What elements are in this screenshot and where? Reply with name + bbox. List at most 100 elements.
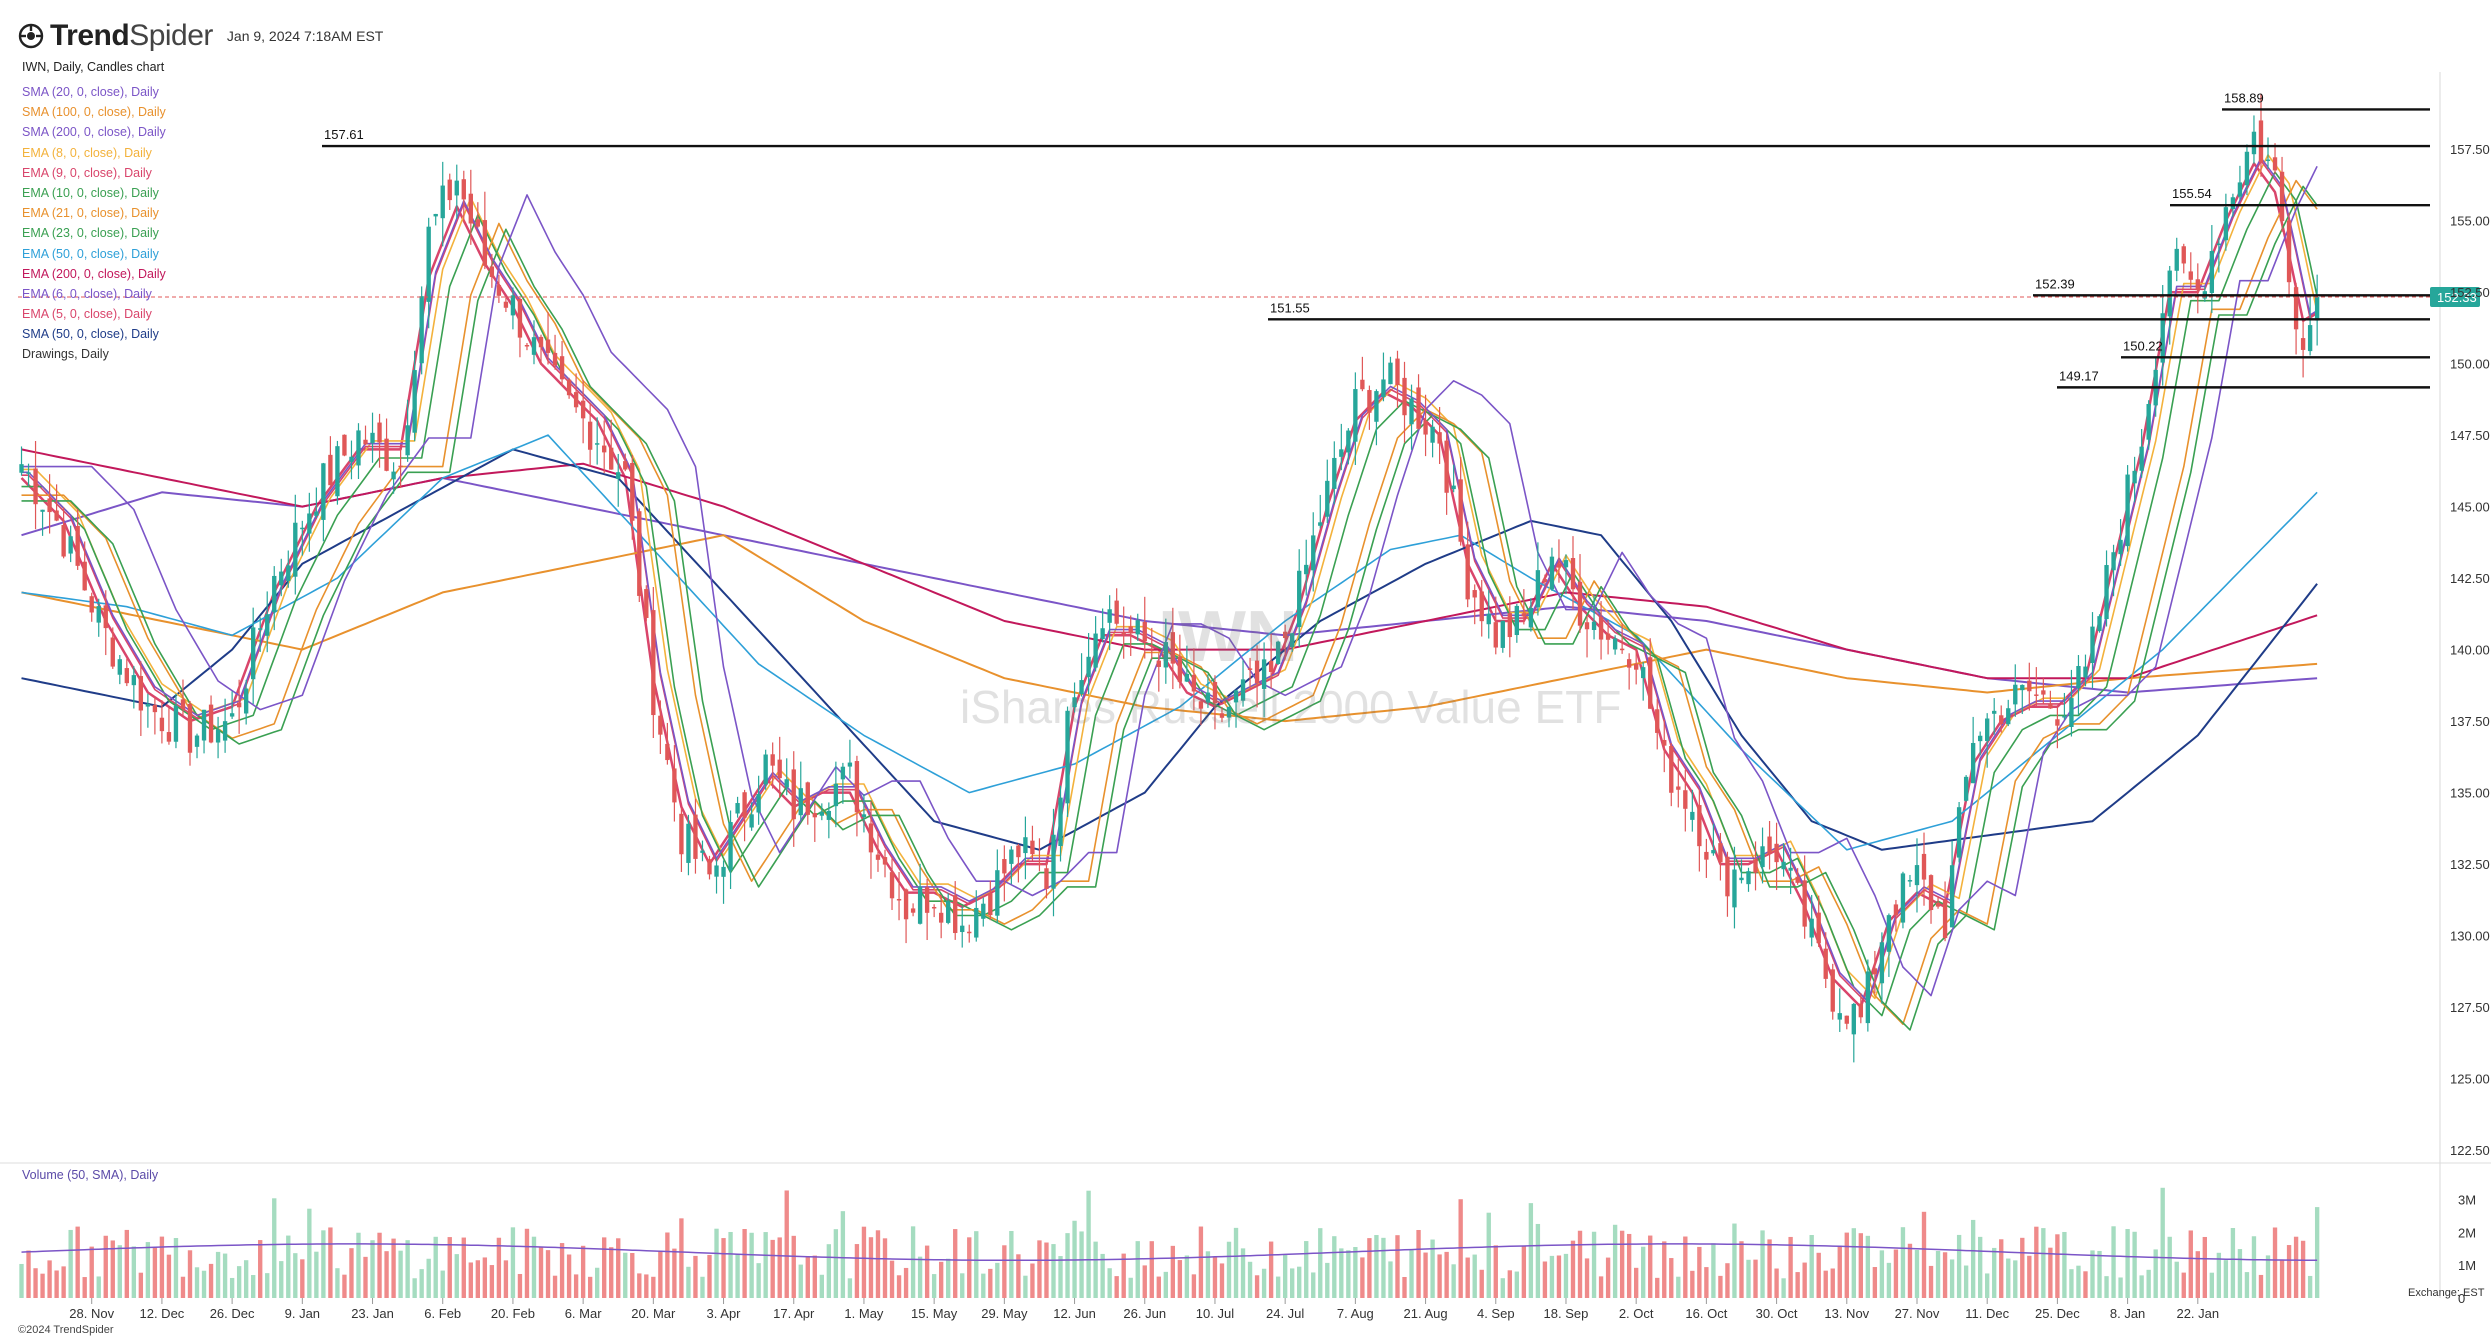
candle-body bbox=[1212, 681, 1218, 704]
candle-body bbox=[1563, 560, 1569, 568]
candle-body bbox=[201, 709, 207, 741]
candle-body bbox=[1662, 739, 1667, 746]
legend-item[interactable]: EMA (5, 0, close), Daily bbox=[22, 307, 152, 322]
candle-body bbox=[26, 472, 31, 474]
volume-bar bbox=[215, 1251, 221, 1298]
volume-bar bbox=[875, 1230, 881, 1298]
candle-body bbox=[1079, 680, 1084, 694]
candle-body bbox=[300, 527, 305, 530]
volume-bar bbox=[896, 1275, 902, 1298]
volume-bar bbox=[124, 1229, 129, 1298]
candle-body bbox=[187, 703, 193, 753]
price-tick-label: 137.50 bbox=[2450, 714, 2490, 729]
candle-body bbox=[910, 908, 916, 913]
volume-tick-label: 0 bbox=[2458, 1291, 2465, 1306]
candle-body bbox=[180, 699, 186, 710]
volume-bar bbox=[1753, 1259, 1758, 1298]
header: TrendSpider Jan 9, 2024 7:18AM EST bbox=[18, 16, 383, 56]
volume-bar bbox=[721, 1238, 726, 1298]
volume-bar bbox=[2153, 1249, 2158, 1298]
legend-item[interactable]: EMA (200, 0, close), Daily bbox=[22, 266, 166, 281]
candle-body bbox=[356, 430, 361, 466]
watermark-name: iShares Russell 2000 Value ETF bbox=[960, 681, 1622, 733]
volume-bar bbox=[370, 1240, 375, 1298]
candle-body bbox=[489, 266, 495, 278]
candle-body bbox=[1690, 811, 1695, 820]
watermark-ticker: IWN bbox=[1158, 597, 1298, 677]
candle-body bbox=[756, 794, 761, 813]
volume-bar bbox=[917, 1256, 923, 1298]
candle-body bbox=[1528, 607, 1534, 628]
volume-bar bbox=[763, 1232, 768, 1298]
candle-body bbox=[2118, 539, 2123, 555]
legend-item[interactable]: EMA (23, 0, close), Daily bbox=[22, 226, 159, 241]
candle-body bbox=[2076, 666, 2081, 689]
candle-body bbox=[2006, 708, 2011, 725]
volume-bar bbox=[440, 1270, 445, 1298]
legend-item[interactable]: EMA (21, 0, close), Daily bbox=[22, 206, 159, 221]
candle-body bbox=[960, 925, 965, 933]
candlesticks bbox=[19, 93, 2320, 1063]
legend-item[interactable]: SMA (50, 0, close), Daily bbox=[22, 327, 159, 342]
volume-bar bbox=[861, 1226, 867, 1298]
legend-item[interactable]: EMA (10, 0, close), Daily bbox=[22, 185, 159, 200]
legend-item[interactable]: EMA (6, 0, close), Daily bbox=[22, 286, 152, 301]
level-label: 149.17 bbox=[2059, 368, 2099, 383]
candle-body bbox=[89, 596, 94, 613]
candle-body bbox=[496, 285, 502, 296]
volume-bar bbox=[152, 1247, 158, 1298]
legend-item[interactable]: EMA (8, 0, close), Daily bbox=[22, 145, 152, 160]
volume-bar bbox=[2265, 1255, 2271, 1298]
volume-bar bbox=[1507, 1270, 1512, 1298]
volume-bar bbox=[1191, 1274, 1197, 1298]
candle-body bbox=[159, 717, 165, 732]
volume-bar bbox=[412, 1278, 417, 1298]
volume-bar bbox=[693, 1255, 698, 1298]
legend-item[interactable]: EMA (50, 0, close), Daily bbox=[22, 246, 159, 261]
time-tick-label: 12. Jun bbox=[1053, 1306, 1096, 1321]
volume-bar bbox=[2167, 1236, 2172, 1298]
candle-body bbox=[1311, 535, 1316, 571]
volume-bar bbox=[1360, 1257, 1365, 1298]
level-label: 157.61 bbox=[324, 127, 364, 142]
volume-bar bbox=[868, 1237, 874, 1298]
legend-item[interactable]: SMA (200, 0, close), Daily bbox=[22, 125, 166, 140]
volume-bar bbox=[1655, 1277, 1660, 1298]
horizontal-levels[interactable]: 158.89 157.61 155.54 152.39 151.55 150.22 149.… bbox=[18, 90, 2480, 389]
candle-body bbox=[2209, 250, 2215, 293]
candle-body bbox=[342, 434, 347, 456]
candle-body bbox=[2139, 446, 2144, 471]
legend-item[interactable]: EMA (9, 0, close), Daily bbox=[22, 165, 152, 180]
volume-bar bbox=[2090, 1250, 2095, 1298]
moving-average-line bbox=[21, 171, 2318, 1017]
volume-bar bbox=[328, 1227, 333, 1298]
candle-body bbox=[2181, 246, 2186, 264]
volume-bar bbox=[665, 1232, 670, 1298]
volume-bar bbox=[1023, 1275, 1028, 1298]
candle-body bbox=[644, 589, 649, 618]
volume-bar bbox=[201, 1270, 207, 1298]
legend-item[interactable]: SMA (100, 0, close), Daily bbox=[22, 105, 166, 120]
volume-bar bbox=[1430, 1239, 1435, 1298]
volume-bar bbox=[967, 1237, 972, 1298]
legend-item[interactable]: Drawings, Daily bbox=[22, 347, 109, 362]
candle-body bbox=[2055, 719, 2060, 726]
candle-body bbox=[1612, 638, 1618, 650]
candle-body bbox=[2111, 552, 2116, 571]
volume-bar bbox=[1275, 1276, 1281, 1298]
candle-body bbox=[924, 887, 930, 913]
candle-body bbox=[1865, 971, 1871, 1024]
volume-bar bbox=[1170, 1245, 1176, 1298]
candle-body bbox=[658, 715, 663, 735]
volume-bar bbox=[1451, 1264, 1456, 1298]
volume-bar bbox=[2020, 1237, 2025, 1298]
legend-item[interactable]: SMA (20, 0, close), Daily bbox=[22, 85, 159, 99]
candle-body bbox=[840, 766, 846, 780]
volume-bar bbox=[2279, 1260, 2285, 1298]
price-tick-label: 122.50 bbox=[2450, 1143, 2490, 1158]
candle-body bbox=[412, 370, 417, 433]
volume-bar bbox=[2160, 1187, 2165, 1298]
volume-bar bbox=[2034, 1226, 2039, 1298]
volume-bar bbox=[1914, 1250, 1920, 1298]
